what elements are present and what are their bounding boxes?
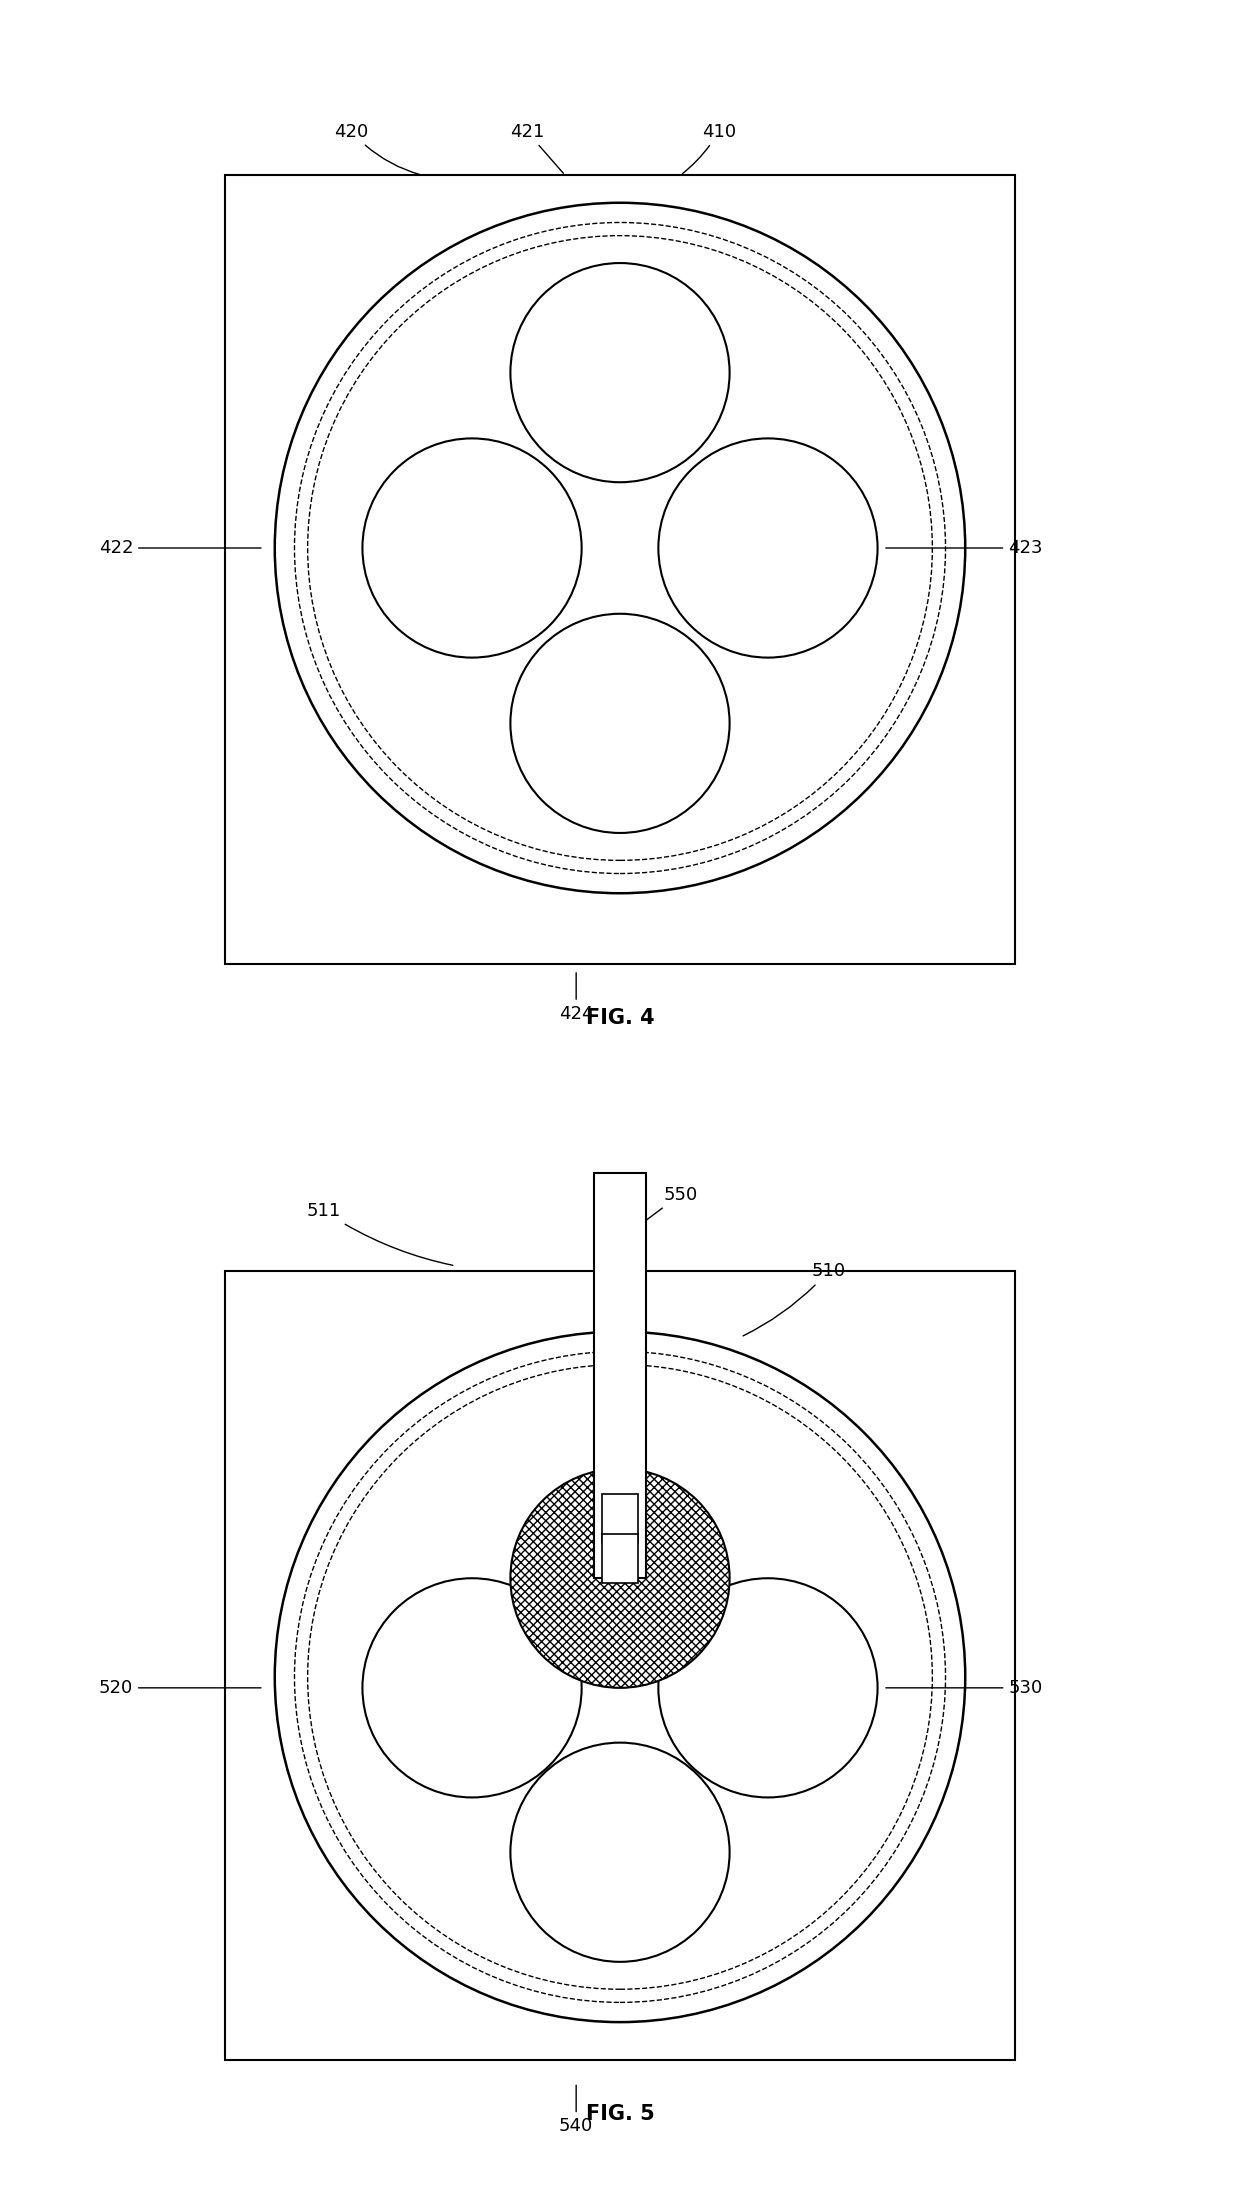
Text: FIG. 4: FIG. 4 [585, 1008, 655, 1028]
Bar [226, 1271, 1014, 2060]
Text: 550: 550 [639, 1186, 697, 1225]
Text: 420: 420 [335, 123, 420, 175]
Bar [594, 1173, 646, 1578]
Text: 510: 510 [743, 1263, 846, 1335]
Text: 540: 540 [559, 2085, 593, 2135]
Text: 424: 424 [559, 973, 594, 1024]
Text: 530: 530 [885, 1679, 1043, 1697]
Text: FIG. 5: FIG. 5 [585, 2104, 655, 2124]
Text: 421: 421 [510, 123, 563, 173]
Bar [226, 175, 1014, 964]
Text: 511: 511 [308, 1201, 453, 1265]
Text: 410: 410 [682, 123, 735, 173]
Text: 423: 423 [885, 539, 1043, 557]
Text: 520: 520 [99, 1679, 262, 1697]
Text: 422: 422 [99, 539, 262, 557]
Bar [603, 1495, 637, 1543]
Bar [603, 1534, 637, 1583]
Circle shape [511, 1469, 729, 1688]
